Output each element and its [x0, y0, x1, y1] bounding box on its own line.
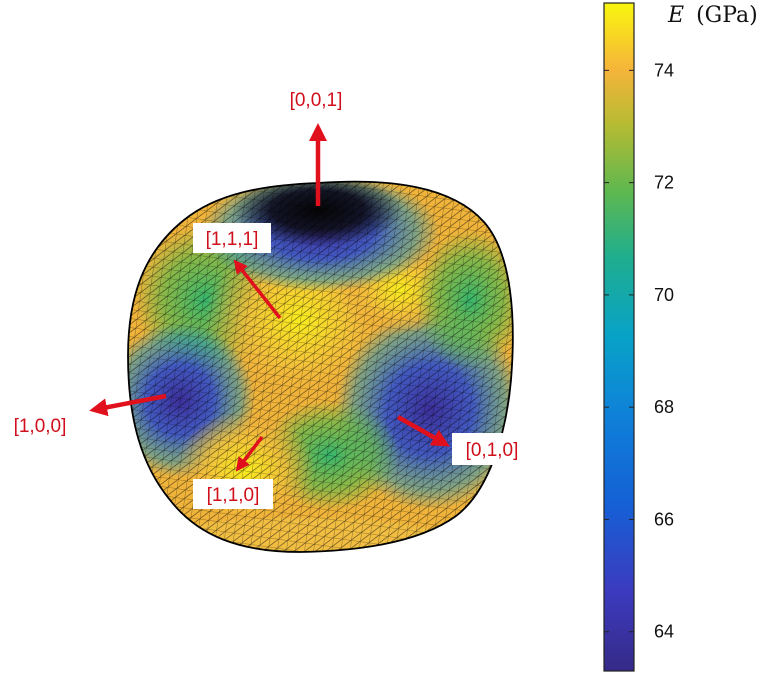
label-111: [1,1,1]: [193, 223, 271, 253]
colorbar-ticks: 64 66 68 70 72 74: [604, 60, 674, 642]
label-010: [0,1,0]: [452, 433, 532, 465]
colorbar-tick-label: 74: [654, 60, 674, 80]
colorbar-title-unit: (GPa): [696, 3, 758, 28]
colorbar-tick-label: 66: [654, 509, 674, 529]
label-111-text: [1,1,1]: [206, 229, 259, 250]
label-110: [1,1,0]: [193, 479, 273, 509]
label-010-text: [0,1,0]: [466, 440, 519, 461]
colorbar: 64 66 68 70 72 74 E (GPa): [603, 2, 758, 672]
colorbar-tick-label: 70: [654, 285, 674, 305]
arrow-010: [396, 415, 450, 447]
colorbar-tick-label: 68: [654, 397, 674, 417]
colorbar-tick-label: 64: [654, 622, 674, 642]
label-100-text: [1,0,0]: [14, 416, 67, 437]
arrow-111: [233, 259, 282, 320]
label-001-text: [0,0,1]: [290, 90, 343, 111]
arrow-110: [235, 435, 264, 472]
arrow-100: [89, 393, 167, 417]
modulus-surface: [127, 180, 514, 553]
colorbar-title: E (GPa): [667, 3, 758, 28]
colorbar-gradient: [603, 2, 635, 672]
label-100: [1,0,0]: [14, 416, 67, 437]
label-110-text: [1,1,0]: [207, 485, 260, 506]
colorbar-title-symbol: E: [667, 3, 684, 28]
label-001: [0,0,1]: [290, 90, 343, 111]
crystal-direction-arrows: [89, 123, 450, 472]
colorbar-tick-label: 72: [654, 173, 674, 193]
direction-labels: [0,0,1] [1,1,1] [1,0,0] [1,1,0] [0,1,0]: [14, 90, 532, 509]
